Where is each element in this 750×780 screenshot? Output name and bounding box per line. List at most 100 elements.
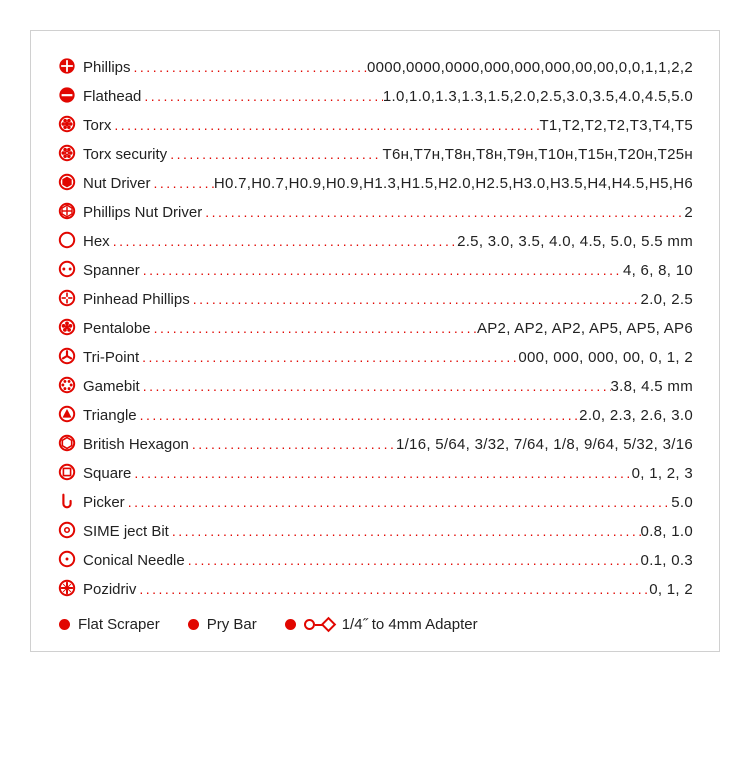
- bit-row: Triangle 2.0, 2.3, 2.6, 3.0: [57, 401, 693, 430]
- bit-label: Gamebit: [83, 378, 140, 395]
- pry-bar-label: Pry Bar: [207, 616, 257, 633]
- bit-label: Pentalobe: [83, 320, 151, 337]
- flathead-icon: [57, 85, 77, 105]
- bullet-icon: [285, 619, 296, 630]
- bit-chart: Phillips 0000,0000,0000,000,000,000,00,00…: [30, 30, 720, 652]
- bit-sizes: 2.5, 3.0, 3.5, 4.0, 4.5, 5.0, 5.5 mm: [457, 233, 693, 250]
- bit-label: Tri-Point: [83, 349, 139, 366]
- bit-sizes: 5.0: [671, 494, 693, 511]
- leader-dots: [111, 118, 539, 132]
- bit-label: Conical Needle: [83, 552, 185, 569]
- pry-bar-item: Pry Bar: [188, 616, 257, 633]
- bit-label: British Hexagon: [83, 436, 189, 453]
- bit-row: Square 0, 1, 2, 3: [57, 459, 693, 488]
- bit-row: Conical Needle0.1, 0.3: [57, 546, 693, 575]
- bit-row: Pozidriv 0, 1, 2: [57, 575, 693, 604]
- bullet-icon: [188, 619, 199, 630]
- leader-dots: [140, 263, 623, 277]
- bit-sizes: 0, 1, 2: [649, 581, 693, 598]
- torx-security-icon: [57, 143, 77, 163]
- bit-row: Picker 5.0: [57, 488, 693, 517]
- leader-dots: [189, 437, 396, 451]
- leader-dots: [151, 176, 214, 190]
- adapter-item: 1/4˝ to 4mm Adapter: [285, 616, 478, 633]
- leader-dots: [141, 89, 382, 103]
- bit-label: SIME ject Bit: [83, 523, 169, 540]
- bit-row: Phillips 0000,0000,0000,000,000,000,00,00…: [57, 53, 693, 82]
- bit-row: Nut Driver H0.7,H0.7,H0.9,H0.9,H1.3,H1.5,…: [57, 169, 693, 198]
- bit-label: Torx security: [83, 146, 167, 163]
- bit-sizes: 000, 000, 000, 00, 0, 1, 2: [518, 349, 693, 366]
- bit-row: Tri-Point 000, 000, 000, 00, 0, 1, 2: [57, 343, 693, 372]
- bit-label: Pinhead Phillips: [83, 291, 190, 308]
- leader-dots: [202, 205, 684, 219]
- bit-row: Torx T1,T2,T2,T2,T3,T4,T5: [57, 111, 693, 140]
- nut-driver-icon: [57, 172, 77, 192]
- leader-dots: [125, 495, 672, 509]
- tri-point-icon: [57, 346, 77, 366]
- bit-sizes: 2.0, 2.3, 2.6, 3.0: [579, 407, 693, 424]
- bit-row: Phillips Nut Driver 2: [57, 198, 693, 227]
- phillips-nut-icon: [57, 201, 77, 221]
- flat-scraper-label: Flat Scraper: [78, 616, 160, 633]
- bit-sizes: 3.8, 4.5 mm: [611, 378, 694, 395]
- pentalobe-icon: [57, 317, 77, 337]
- british-hexagon-icon: [57, 433, 77, 453]
- leader-dots: [190, 292, 641, 306]
- bit-label: Nut Driver: [83, 175, 151, 192]
- spanner-icon: [57, 259, 77, 279]
- bit-sizes: 4, 6, 8, 10: [623, 262, 693, 279]
- gamebit-icon: [57, 375, 77, 395]
- bit-sizes: 0, 1, 2, 3: [632, 465, 693, 482]
- bit-row: Pentalobe AP2, AP2, AP2, AP5, AP5, AP6: [57, 314, 693, 343]
- flat-scraper-item: Flat Scraper: [59, 616, 160, 633]
- bit-row: Hex 2.5, 3.0, 3.5, 4.0, 4.5, 5.0, 5.5 mm: [57, 227, 693, 256]
- bit-row: British Hexagon 1/16, 5/64, 3/32, 7/64, 1…: [57, 430, 693, 459]
- adapter-icon: [304, 619, 334, 630]
- bottom-row: Flat Scraper Pry Bar 1/4˝ to 4mm Adapter: [57, 616, 693, 633]
- bit-label: Square: [83, 465, 131, 482]
- bit-row: Spanner4, 6, 8, 10: [57, 256, 693, 285]
- bit-sizes: H0.7,H0.7,H0.9,H0.9,H1.3,H1.5,H2.0,H2.5,…: [214, 175, 693, 192]
- bit-sizes: 2: [684, 204, 693, 221]
- bit-sizes: 2.0, 2.5: [641, 291, 693, 308]
- pozidriv-icon: [57, 578, 77, 598]
- bit-label: Hex: [83, 233, 110, 250]
- bit-sizes: 1.0,1.0,1.3,1.3,1.5,2.0,2.5,3.0,3.5,4.0,…: [383, 88, 693, 105]
- pinhead-phillips-icon: [57, 288, 77, 308]
- bit-sizes: T6ʜ,T7ʜ,T8ʜ,T8ʜ,T9ʜ,T10ʜ,T15ʜ,T20ʜ,T25ʜ: [382, 146, 693, 163]
- leader-dots: [131, 60, 367, 74]
- bit-sizes: AP2, AP2, AP2, AP5, AP5, AP6: [477, 320, 693, 337]
- bit-row: Gamebit 3.8, 4.5 mm: [57, 372, 693, 401]
- bit-sizes: 0000,0000,0000,000,000,000,00,00,0,0,1,1…: [367, 59, 693, 76]
- bit-sizes: 0.8, 1.0: [641, 523, 693, 540]
- bit-row: Flathead1.0,1.0,1.3,1.3,1.5,2.0,2.5,3.0,…: [57, 82, 693, 111]
- leader-dots: [169, 524, 641, 538]
- bit-sizes: 1/16, 5/64, 3/32, 7/64, 1/8, 9/64, 5/32,…: [396, 436, 693, 453]
- bit-row: Torx security T6ʜ,T7ʜ,T8ʜ,T8ʜ,T9ʜ,T10ʜ,T1…: [57, 140, 693, 169]
- hex-icon: [57, 230, 77, 250]
- bit-label: Phillips Nut Driver: [83, 204, 202, 221]
- triangle-icon: [57, 404, 77, 424]
- phillips-icon: [57, 56, 77, 76]
- leader-dots: [185, 553, 641, 567]
- bit-label: Picker: [83, 494, 125, 511]
- bit-label: Phillips: [83, 59, 131, 76]
- picker-icon: [57, 491, 77, 511]
- leader-dots: [167, 147, 382, 161]
- leader-dots: [139, 350, 518, 364]
- bit-row: Pinhead Phillips 2.0, 2.5: [57, 285, 693, 314]
- bit-label: Pozidriv: [83, 581, 136, 598]
- leader-dots: [131, 466, 631, 480]
- bit-row: SIME ject Bit 0.8, 1.0: [57, 517, 693, 546]
- bullet-icon: [59, 619, 70, 630]
- bit-label: Triangle: [83, 407, 137, 424]
- bit-sizes: T1,T2,T2,T2,T3,T4,T5: [539, 117, 693, 134]
- bit-label: Torx: [83, 117, 111, 134]
- sime-ject-icon: [57, 520, 77, 540]
- leader-dots: [136, 582, 649, 596]
- leader-dots: [110, 234, 457, 248]
- conical-needle-icon: [57, 549, 77, 569]
- leader-dots: [140, 379, 611, 393]
- leader-dots: [151, 321, 477, 335]
